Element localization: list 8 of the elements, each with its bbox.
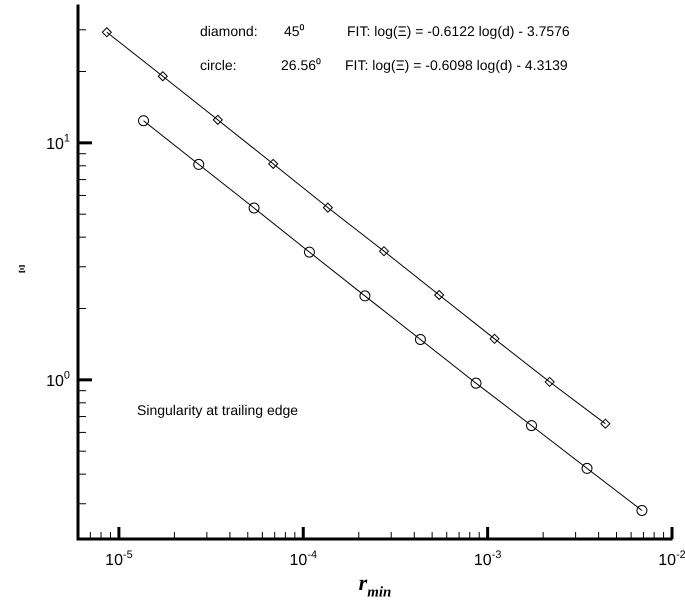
annotation: 45⁰	[284, 23, 305, 39]
y-axis-title: Ξ	[18, 264, 26, 276]
annotation: 26.56⁰	[281, 57, 322, 73]
annotation: Singularity at trailing edge	[137, 402, 298, 418]
annotation: FIT: log(Ξ) = -0.6122 log(d) - 3.7576	[347, 23, 570, 39]
annotation: diamond:	[200, 23, 258, 39]
annotation: FIT: log(Ξ) = -0.6098 log(d) - 4.3139	[345, 57, 568, 73]
annotation: circle:	[200, 57, 237, 73]
